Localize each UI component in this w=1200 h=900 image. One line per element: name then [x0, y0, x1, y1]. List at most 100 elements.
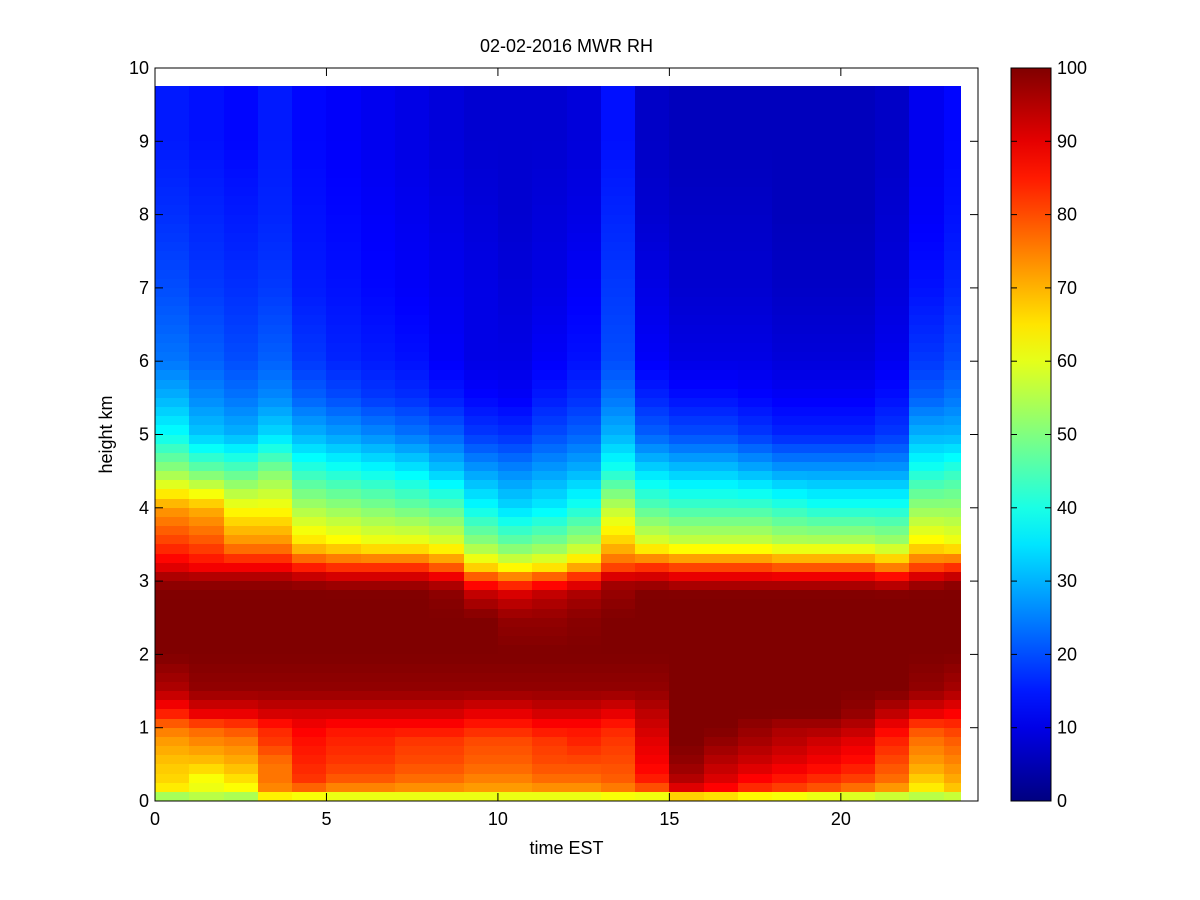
- heatmap-cell: [498, 425, 532, 435]
- heatmap-cell: [464, 352, 498, 361]
- heatmap-cell: [292, 572, 326, 581]
- heatmap-cell: [909, 554, 944, 563]
- heatmap-cell: [498, 380, 532, 389]
- heatmap-cell: [738, 462, 772, 471]
- heatmap-cell: [875, 682, 909, 691]
- heatmap-cell: [601, 315, 635, 325]
- heatmap-cell: [532, 389, 567, 398]
- heatmap-cell: [944, 196, 961, 205]
- heatmap-cell: [567, 141, 601, 150]
- heatmap-cell: [224, 205, 258, 215]
- heatmap-cell: [601, 187, 635, 196]
- heatmap-cell: [944, 774, 961, 783]
- heatmap-cell: [807, 224, 841, 233]
- heatmap-cell: [395, 783, 429, 792]
- heatmap-cell: [807, 700, 841, 709]
- heatmap-cell: [601, 114, 635, 123]
- heatmap-cell: [772, 774, 807, 783]
- heatmap-cell: [669, 783, 704, 792]
- heatmap-cell: [635, 554, 669, 563]
- heatmap-cell: [326, 160, 361, 169]
- heatmap-cell: [532, 343, 567, 352]
- x-tick-label: 20: [831, 809, 851, 829]
- heatmap-cell: [155, 141, 189, 150]
- heatmap-cell: [464, 425, 498, 435]
- heatmap-cell: [361, 380, 395, 389]
- heatmap-cell: [498, 517, 532, 526]
- heatmap-cell: [669, 526, 704, 535]
- heatmap-cell: [155, 435, 189, 444]
- heatmap-cell: [841, 251, 875, 260]
- heatmap-cell: [841, 150, 875, 160]
- heatmap-cell: [224, 86, 258, 95]
- heatmap-cell: [361, 325, 395, 334]
- heatmap-cell: [155, 563, 189, 572]
- heatmap-cell: [772, 508, 807, 517]
- heatmap-cell: [772, 471, 807, 480]
- heatmap-cell: [567, 480, 601, 489]
- heatmap-cell: [498, 764, 532, 774]
- heatmap-cell: [532, 242, 567, 251]
- heatmap-cell: [807, 288, 841, 297]
- heatmap-cell: [224, 315, 258, 325]
- heatmap-cell: [738, 160, 772, 169]
- heatmap-cell: [464, 233, 498, 242]
- heatmap-cell: [807, 508, 841, 517]
- heatmap-cell: [395, 233, 429, 242]
- heatmap-cell: [292, 297, 326, 306]
- heatmap-cell: [738, 728, 772, 737]
- heatmap-cell: [498, 627, 532, 636]
- heatmap-cell: [909, 435, 944, 444]
- heatmap-cell: [292, 150, 326, 160]
- heatmap-cell: [326, 343, 361, 352]
- heatmap-cell: [292, 343, 326, 352]
- heatmap-cell: [875, 425, 909, 435]
- heatmap-cell: [944, 352, 961, 361]
- heatmap-cell: [292, 544, 326, 554]
- heatmap-cell: [669, 343, 704, 352]
- heatmap-cell: [326, 453, 361, 462]
- heatmap-cell: [875, 581, 909, 590]
- heatmap-cell: [841, 196, 875, 205]
- heatmap-cell: [601, 746, 635, 755]
- heatmap-cell: [669, 709, 704, 719]
- heatmap-cell: [704, 196, 738, 205]
- heatmap-cell: [361, 86, 395, 95]
- heatmap-cell: [567, 407, 601, 416]
- heatmap-cell: [155, 86, 189, 95]
- heatmap-cell: [944, 398, 961, 407]
- heatmap-cell: [635, 691, 669, 700]
- heatmap-cell: [361, 178, 395, 187]
- heatmap-cell: [532, 169, 567, 178]
- heatmap-cell: [224, 260, 258, 270]
- heatmap-cell: [155, 425, 189, 435]
- heatmap-cell: [258, 297, 292, 306]
- heatmap-cell: [944, 95, 961, 105]
- heatmap-cell: [395, 792, 429, 801]
- heatmap-cell: [601, 709, 635, 719]
- heatmap-cell: [875, 224, 909, 233]
- heatmap-cell: [635, 590, 669, 599]
- heatmap-cell: [292, 132, 326, 141]
- heatmap-cell: [875, 544, 909, 554]
- heatmap-cell: [395, 315, 429, 325]
- heatmap-cell: [944, 627, 961, 636]
- heatmap-cell: [326, 462, 361, 471]
- heatmap-cell: [326, 535, 361, 544]
- heatmap-cell: [464, 755, 498, 764]
- heatmap-cell: [326, 654, 361, 664]
- heatmap-cell: [635, 95, 669, 105]
- heatmap-cell: [429, 673, 464, 682]
- heatmap-cell: [395, 618, 429, 627]
- heatmap-cell: [909, 114, 944, 123]
- heatmap-cell: [395, 590, 429, 599]
- heatmap-cell: [292, 774, 326, 783]
- heatmap-cell: [669, 288, 704, 297]
- heatmap-cell: [944, 554, 961, 563]
- heatmap-cell: [464, 783, 498, 792]
- heatmap-cell: [635, 508, 669, 517]
- heatmap-cell: [567, 123, 601, 132]
- heatmap-cell: [464, 462, 498, 471]
- heatmap-cell: [326, 728, 361, 737]
- heatmap-cell: [807, 123, 841, 132]
